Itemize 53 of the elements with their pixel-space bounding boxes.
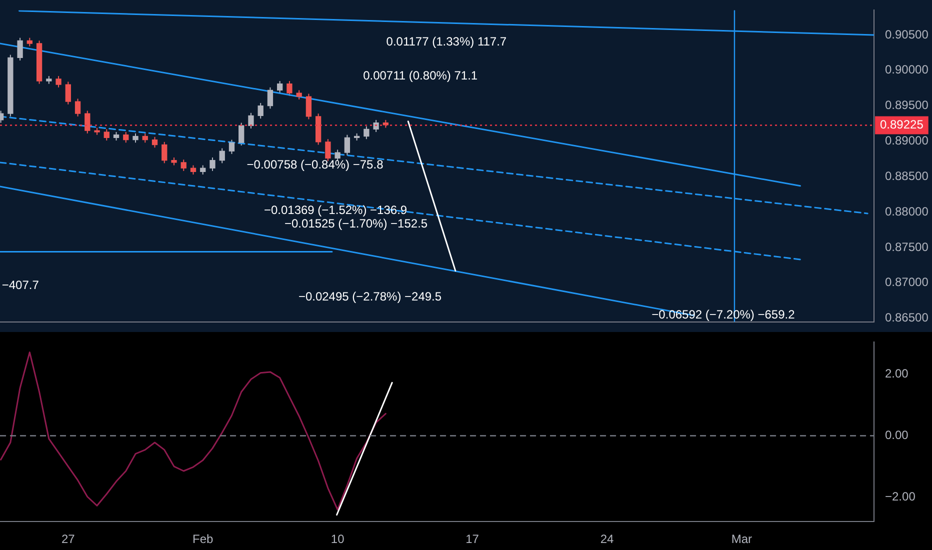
candlestick: [132, 132, 138, 144]
annotation: 0.00711 (0.80%) 71.1: [363, 68, 478, 83]
candlestick: [277, 80, 283, 94]
candlestick: [123, 132, 129, 144]
y-tick-label: 0.89000: [885, 134, 929, 148]
candlestick: [104, 128, 110, 142]
candlestick: [248, 112, 254, 129]
candlestick: [56, 76, 62, 88]
candlestick: [180, 159, 186, 172]
y-tick-label: 2.00: [885, 366, 909, 381]
candlestick: [344, 134, 350, 156]
candlestick: [200, 164, 206, 175]
annotation: 0.01177 (1.33%) 117.7: [386, 34, 507, 48]
candlestick: [238, 122, 244, 146]
candlestick: [74, 98, 81, 117]
y-tick-label: 0.00: [885, 428, 909, 442]
y-tick-label: 0.86500: [885, 310, 929, 325]
candlestick: [364, 126, 370, 140]
y-tick-label: 0.87000: [885, 275, 929, 290]
annotation: −407.7: [2, 278, 40, 292]
candlestick: [228, 139, 235, 154]
candlestick: [84, 110, 90, 134]
y-tick-label: 0.90500: [885, 27, 929, 42]
x-tick-label: 10: [330, 532, 345, 546]
candlestick: [210, 157, 216, 172]
candlestick: [373, 119, 379, 133]
candlestick: [17, 37, 23, 61]
y-tick-label: −2.00: [885, 489, 916, 504]
x-tick-label: 27: [61, 532, 76, 546]
candlestick: [219, 148, 225, 164]
candlestick: [65, 81, 71, 105]
candlestick: [267, 86, 274, 110]
x-tick-label: 17: [466, 532, 480, 546]
y-tick-label: 0.90000: [885, 62, 929, 77]
y-tick-label: 0.88000: [885, 204, 929, 218]
candlestick: [190, 164, 196, 175]
candlestick: [162, 141, 168, 164]
candlestick: [152, 136, 158, 148]
annotation: −0.00758 (−0.84%) −75.8: [246, 157, 384, 172]
x-tick-label: 24: [600, 532, 614, 546]
ref-line-label: 0.89225: [880, 118, 924, 132]
x-tick-label: Feb: [192, 532, 214, 546]
candlestick: [286, 80, 292, 96]
candlestick: [296, 90, 302, 100]
annotation: −0.02495 (−2.78%) −249.5: [298, 289, 442, 304]
y-tick-label: 0.89500: [885, 98, 929, 112]
x-tick-label: Mar: [731, 532, 752, 546]
y-tick-label: 0.88500: [885, 168, 929, 183]
annotation: −0.01525 (−1.70%) −152.5: [284, 216, 428, 230]
candlestick: [306, 93, 312, 120]
candlestick: [258, 102, 264, 120]
y-tick-label: 0.87500: [885, 240, 929, 254]
candlestick: [142, 132, 148, 144]
